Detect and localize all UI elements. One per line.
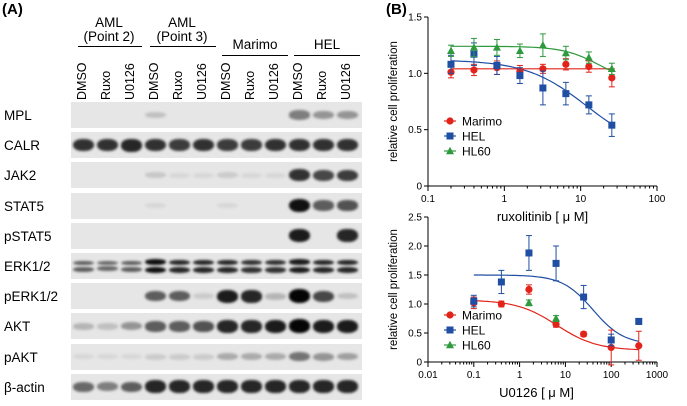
- x-tick-label: 0.01: [418, 370, 438, 381]
- y-tick-label: 0: [416, 358, 422, 369]
- x-tick-label: 0.1: [467, 370, 481, 381]
- data-point: [525, 286, 532, 293]
- legend-label: HEL: [462, 324, 486, 338]
- data-point: [608, 336, 615, 343]
- x-tick-label: 100: [603, 370, 620, 381]
- data-point: [553, 260, 560, 267]
- data-point: [498, 278, 505, 285]
- x-axis-title: U0126 [ μ M]: [499, 385, 574, 400]
- data-point: [635, 318, 642, 325]
- y-tick-label: 1.5: [408, 271, 422, 282]
- x-tick-label: 1000: [646, 370, 669, 381]
- legend-label: Marimo: [462, 309, 502, 323]
- x-tick-label: 10: [560, 370, 572, 381]
- data-point: [635, 342, 642, 349]
- y-axis-title: relative cell proliferation: [388, 229, 400, 350]
- data-point: [580, 294, 587, 301]
- y-tick-label: 2.0: [408, 242, 422, 253]
- data-point: [470, 298, 477, 305]
- data-point: [447, 327, 454, 334]
- y-tick-label: 2.5: [408, 213, 422, 224]
- data-point: [525, 249, 532, 256]
- y-tick-label: 0.5: [408, 329, 422, 340]
- data-point: [498, 300, 505, 307]
- u0126-chart: 0 0.5 1.0 1.5 2.0 2.5 0.01 0.1 1 10 100 1000 U0126 […: [0, 0, 687, 406]
- data-point: [446, 311, 453, 318]
- data-point: [580, 331, 587, 338]
- x-tick-label: 1: [517, 370, 523, 381]
- y-tick-label: 1.0: [408, 300, 422, 311]
- legend-label: HL60: [462, 339, 491, 353]
